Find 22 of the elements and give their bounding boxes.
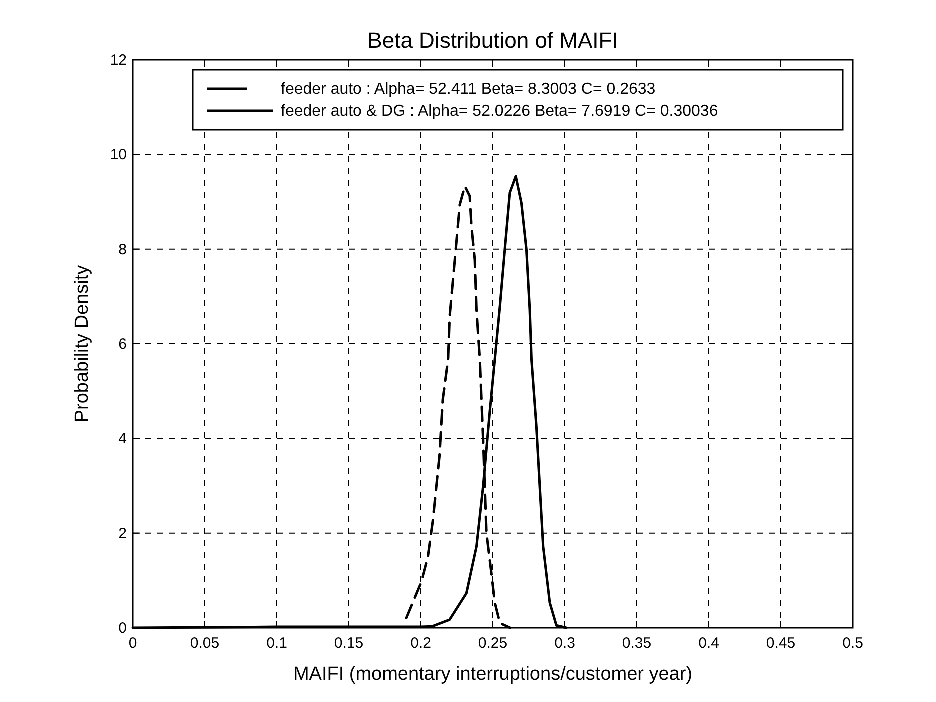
y-tick-label: 6 bbox=[118, 336, 127, 353]
x-tick-label: 0.5 bbox=[842, 635, 864, 652]
y-axis-title: Probability Density bbox=[72, 264, 93, 423]
x-tick-label: 0.35 bbox=[622, 635, 652, 652]
x-tick-label: 0.15 bbox=[334, 635, 364, 652]
y-tick-label: 10 bbox=[110, 146, 127, 164]
x-tick-label: 0.2 bbox=[410, 635, 432, 652]
x-axis-title: MAIFI (momentary interruptions/customer year) bbox=[293, 664, 693, 685]
legend-label: feeder auto : Alpha= 52.411 Beta= 8.3003 C= 0.2633 bbox=[281, 81, 656, 98]
y-tick-label: 2 bbox=[118, 525, 127, 542]
x-tick-label: 0.4 bbox=[698, 635, 720, 652]
chart-title: Beta Distribution of MAIFI bbox=[368, 28, 618, 53]
x-tick-label: 0.3 bbox=[554, 635, 576, 652]
y-tick-label: 8 bbox=[118, 241, 127, 258]
x-tick-label: 0.45 bbox=[766, 635, 796, 652]
y-tick-label: 4 bbox=[118, 430, 127, 448]
y-tick-label: 0 bbox=[118, 620, 127, 637]
x-tick-label: 0.05 bbox=[190, 635, 220, 652]
legend-label: feeder auto & DG : Alpha= 52.0226 Beta= 7.6919 C= 0.30036 bbox=[281, 103, 718, 120]
x-tick-label: 0.1 bbox=[266, 635, 288, 652]
x-tick-label: 0.25 bbox=[478, 635, 508, 652]
y-tick-label: 12 bbox=[110, 52, 127, 69]
